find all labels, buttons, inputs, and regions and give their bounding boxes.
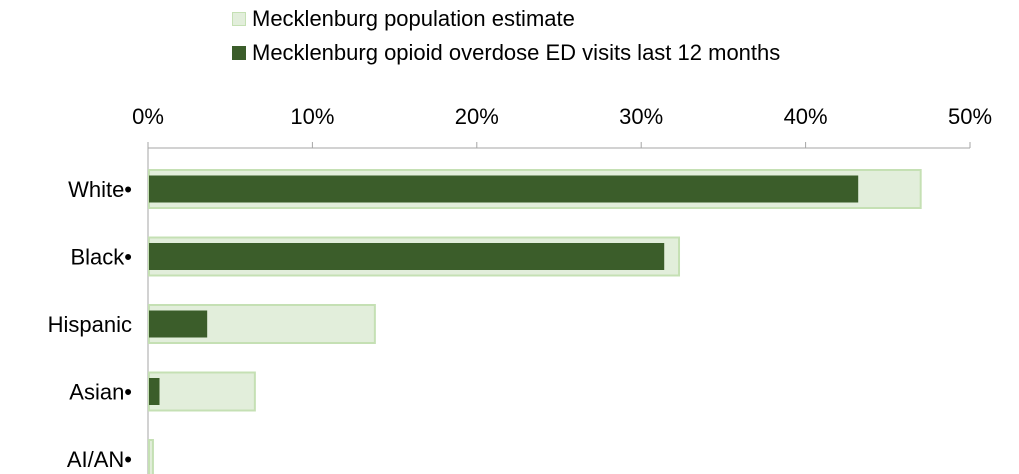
legend-item-population: Mecklenburg population estimate xyxy=(232,2,780,36)
legend-swatch-ed-visits xyxy=(232,46,246,60)
category-label: Hispanic xyxy=(48,312,132,337)
category-label: White• xyxy=(68,177,132,202)
bar-ed-visits xyxy=(149,243,665,270)
bar-population xyxy=(148,371,256,412)
x-tick-label: 50% xyxy=(948,104,992,129)
legend-label-ed-visits: Mecklenburg opioid overdose ED visits la… xyxy=(252,40,781,65)
legend: Mecklenburg population estimate Mecklenb… xyxy=(232,2,780,70)
category-label: Asian• xyxy=(69,380,132,405)
x-tick-label: 10% xyxy=(290,104,334,129)
bar-ed-visits xyxy=(149,175,859,203)
bar-ed-visits xyxy=(149,310,208,338)
legend-label-population: Mecklenburg population estimate xyxy=(252,6,575,31)
legend-swatch-population xyxy=(232,12,246,26)
category-label: AI/AN• xyxy=(67,447,132,472)
x-tick-label: 40% xyxy=(784,104,828,129)
x-tick-label: 30% xyxy=(619,104,663,129)
x-tick-label: 20% xyxy=(455,104,499,129)
legend-item-ed-visits: Mecklenburg opioid overdose ED visits la… xyxy=(232,36,780,70)
bar-ed-visits xyxy=(149,378,160,405)
x-tick-label: 0% xyxy=(132,104,164,129)
category-label: Black• xyxy=(71,245,133,270)
bar-population xyxy=(148,439,154,474)
